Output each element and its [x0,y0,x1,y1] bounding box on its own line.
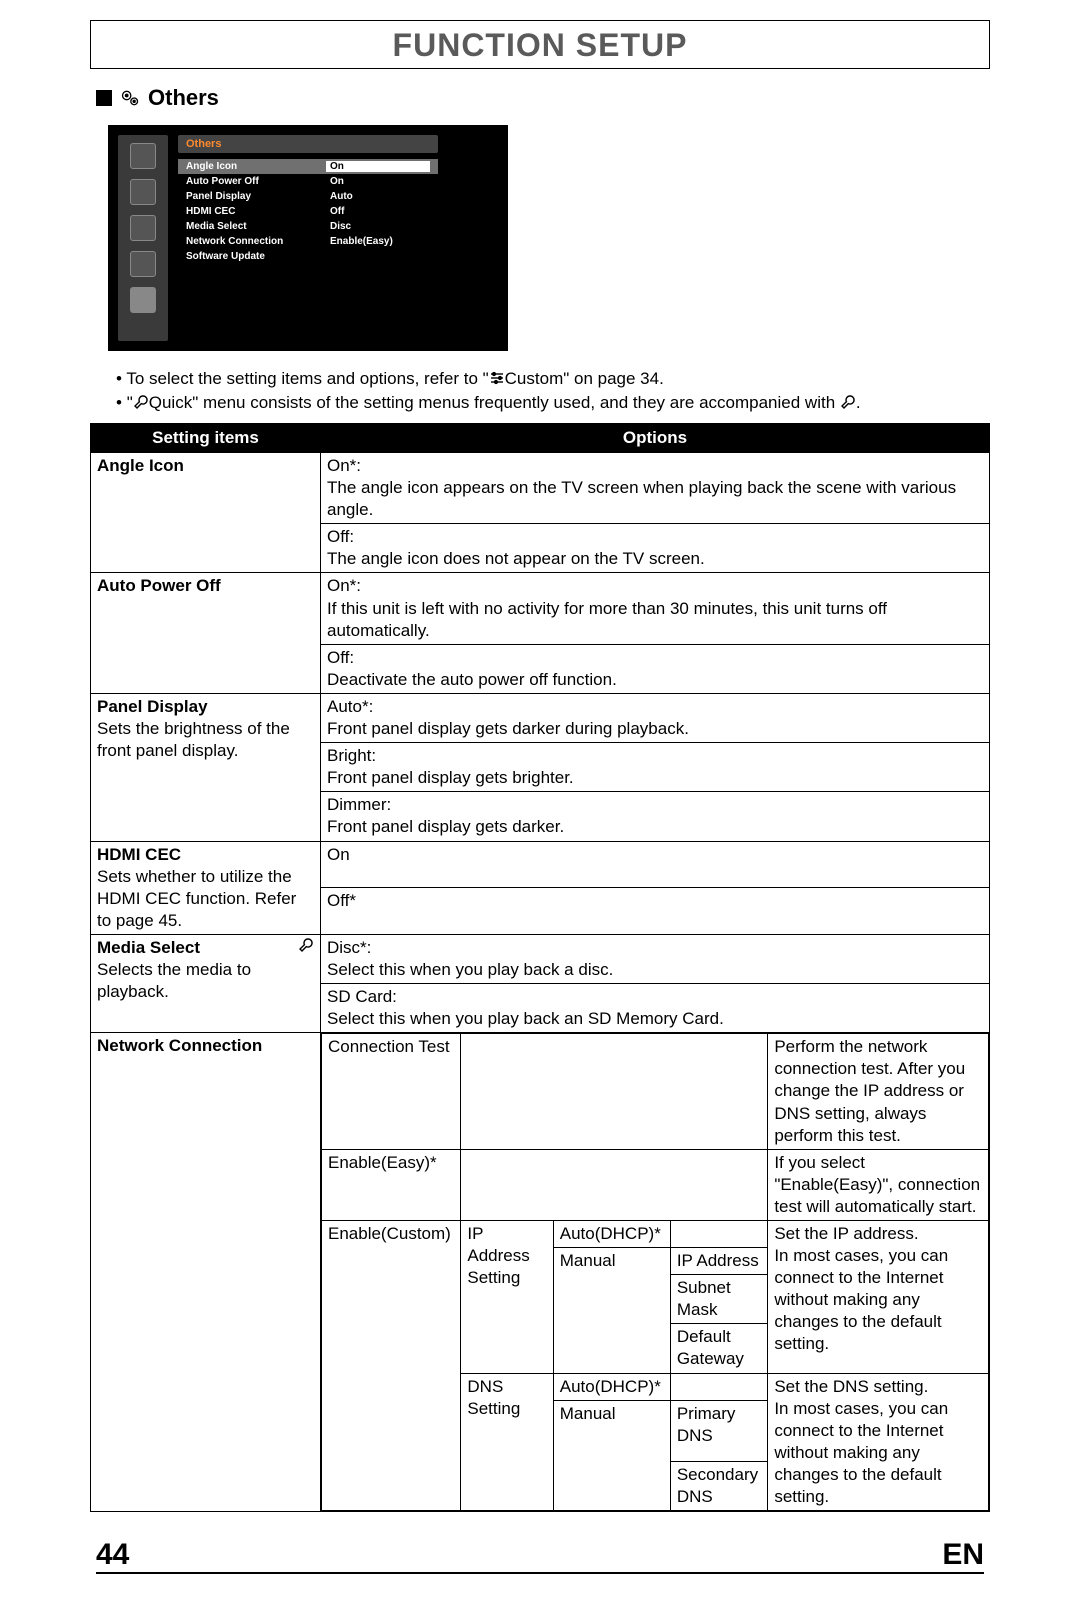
net-mode: Manual [553,1400,670,1510]
net-field: Secondary DNS [670,1461,767,1510]
screenshot-row: Panel DisplayAuto [178,189,438,204]
page-title-box: FUNCTION SETUP [90,20,990,69]
device-screenshot: Others Angle IconOnAuto Power OffOnPanel… [108,125,508,351]
section-title: Others [148,85,219,111]
option-cell: Disc*:Select this when you play back a d… [321,934,990,983]
screenshot-tab: Others [178,135,438,153]
page-number: 44 [96,1538,129,1572]
sidebar-icon [130,179,156,205]
col-setting-items: Setting items [91,424,321,453]
network-inner-table: Connection Test Perform the network conn… [321,1033,989,1511]
net-desc: Set the DNS setting.In most cases, you c… [768,1373,989,1511]
setting-label: Angle Icon [91,453,321,573]
option-cell: Connection Test Perform the network conn… [321,1033,990,1512]
net-mode: Auto(DHCP)* [553,1373,670,1400]
sliders-icon [489,370,505,386]
wrench-icon [298,937,314,959]
setting-label: Panel DisplaySets the brightness of the … [91,693,321,841]
net-desc: Set the IP address.In most cases, you ca… [768,1221,989,1374]
net-label: Connection Test [322,1034,461,1149]
net-sublabel: IP Address Setting [461,1221,553,1374]
net-desc: Perform the network connection test. Aft… [768,1034,989,1149]
net-field: Subnet Mask [670,1275,767,1324]
screenshot-row: Software Update [178,249,438,264]
net-sublabel: DNS Setting [461,1373,553,1511]
col-options: Options [321,424,990,453]
option-cell: Bright:Front panel display gets brighter… [321,743,990,792]
option-cell: Off:Deactivate the auto power off functi… [321,644,990,693]
net-mode: Manual [553,1248,670,1373]
page-title: FUNCTION SETUP [91,27,989,64]
wrench-icon [133,394,149,410]
page-lang: EN [942,1538,984,1572]
net-field: Default Gateway [670,1324,767,1373]
page-footer: 44 EN [96,1538,984,1572]
screenshot-main: Others Angle IconOnAuto Power OffOnPanel… [168,135,498,341]
net-label: Enable(Custom) [322,1221,461,1511]
option-cell: Off* [321,888,990,935]
section-header: Others [96,85,990,111]
net-field: IP Address [670,1248,767,1275]
option-cell: On [321,841,990,888]
net-field: Primary DNS [670,1400,767,1461]
option-cell: Off:The angle icon does not appear on th… [321,524,990,573]
option-cell: On*:If this unit is left with no activit… [321,573,990,644]
option-cell: Dimmer:Front panel display gets darker. [321,792,990,841]
screenshot-row: Angle IconOn [178,159,438,174]
settings-table: Setting items Options Angle Icon On*:The… [90,423,990,1512]
cogs-icon [120,88,140,108]
net-mode: Auto(DHCP)* [553,1221,670,1248]
notes-list: To select the setting items and options,… [116,369,990,413]
option-cell: On*:The angle icon appears on the TV scr… [321,453,990,524]
setting-label: Auto Power Off [91,573,321,693]
sidebar-icon [130,251,156,277]
screenshot-sidebar [118,135,168,341]
setting-label: HDMI CECSets whether to utilize the HDMI… [91,841,321,934]
option-cell: SD Card:Select this when you play back a… [321,984,990,1033]
screenshot-row: Media SelectDisc [178,219,438,234]
setting-label: Media Select Selects the media to playba… [91,934,321,1032]
note-item: To select the setting items and options,… [116,369,990,389]
sidebar-icon [130,287,156,313]
setting-label: Network Connection [91,1033,321,1512]
sidebar-icon [130,215,156,241]
screenshot-row: HDMI CECOff [178,204,438,219]
screenshot-row: Auto Power OffOn [178,174,438,189]
sidebar-icon [130,143,156,169]
option-cell: Auto*:Front panel display gets darker du… [321,693,990,742]
bullet-square-icon [96,90,112,106]
net-desc: If you select "Enable(Easy)", connection… [768,1149,989,1220]
note-item: "Quick" menu consists of the setting men… [116,393,990,413]
screenshot-row: Network ConnectionEnable(Easy) [178,234,438,249]
net-label: Enable(Easy)* [322,1149,461,1220]
wrench-icon [840,394,856,410]
